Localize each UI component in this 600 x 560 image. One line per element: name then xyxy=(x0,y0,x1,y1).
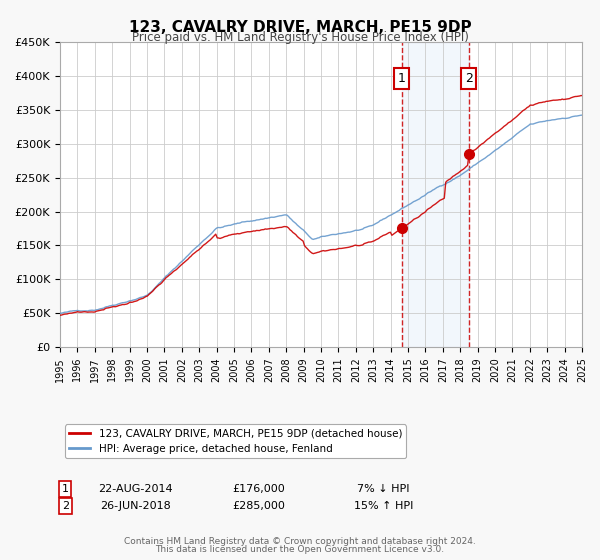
Text: 22-AUG-2014: 22-AUG-2014 xyxy=(98,484,173,494)
Bar xyxy=(402,42,469,347)
Text: 7% ↓ HPI: 7% ↓ HPI xyxy=(358,484,410,494)
Legend: 123, CAVALRY DRIVE, MARCH, PE15 9DP (detached house), HPI: Average price, detach: 123, CAVALRY DRIVE, MARCH, PE15 9DP (det… xyxy=(65,424,406,458)
Text: £285,000: £285,000 xyxy=(232,501,285,511)
Text: 1: 1 xyxy=(62,484,69,494)
Text: 1: 1 xyxy=(398,72,406,85)
Text: £176,000: £176,000 xyxy=(232,484,285,494)
Text: 123, CAVALRY DRIVE, MARCH, PE15 9DP: 123, CAVALRY DRIVE, MARCH, PE15 9DP xyxy=(128,20,472,35)
Text: Price paid vs. HM Land Registry's House Price Index (HPI): Price paid vs. HM Land Registry's House … xyxy=(131,31,469,44)
Text: 2: 2 xyxy=(62,501,69,511)
Text: 15% ↑ HPI: 15% ↑ HPI xyxy=(354,501,413,511)
Text: Contains HM Land Registry data © Crown copyright and database right 2024.: Contains HM Land Registry data © Crown c… xyxy=(124,537,476,546)
Text: 2: 2 xyxy=(465,72,473,85)
Text: 26-JUN-2018: 26-JUN-2018 xyxy=(100,501,171,511)
Text: This data is licensed under the Open Government Licence v3.0.: This data is licensed under the Open Gov… xyxy=(155,545,445,554)
